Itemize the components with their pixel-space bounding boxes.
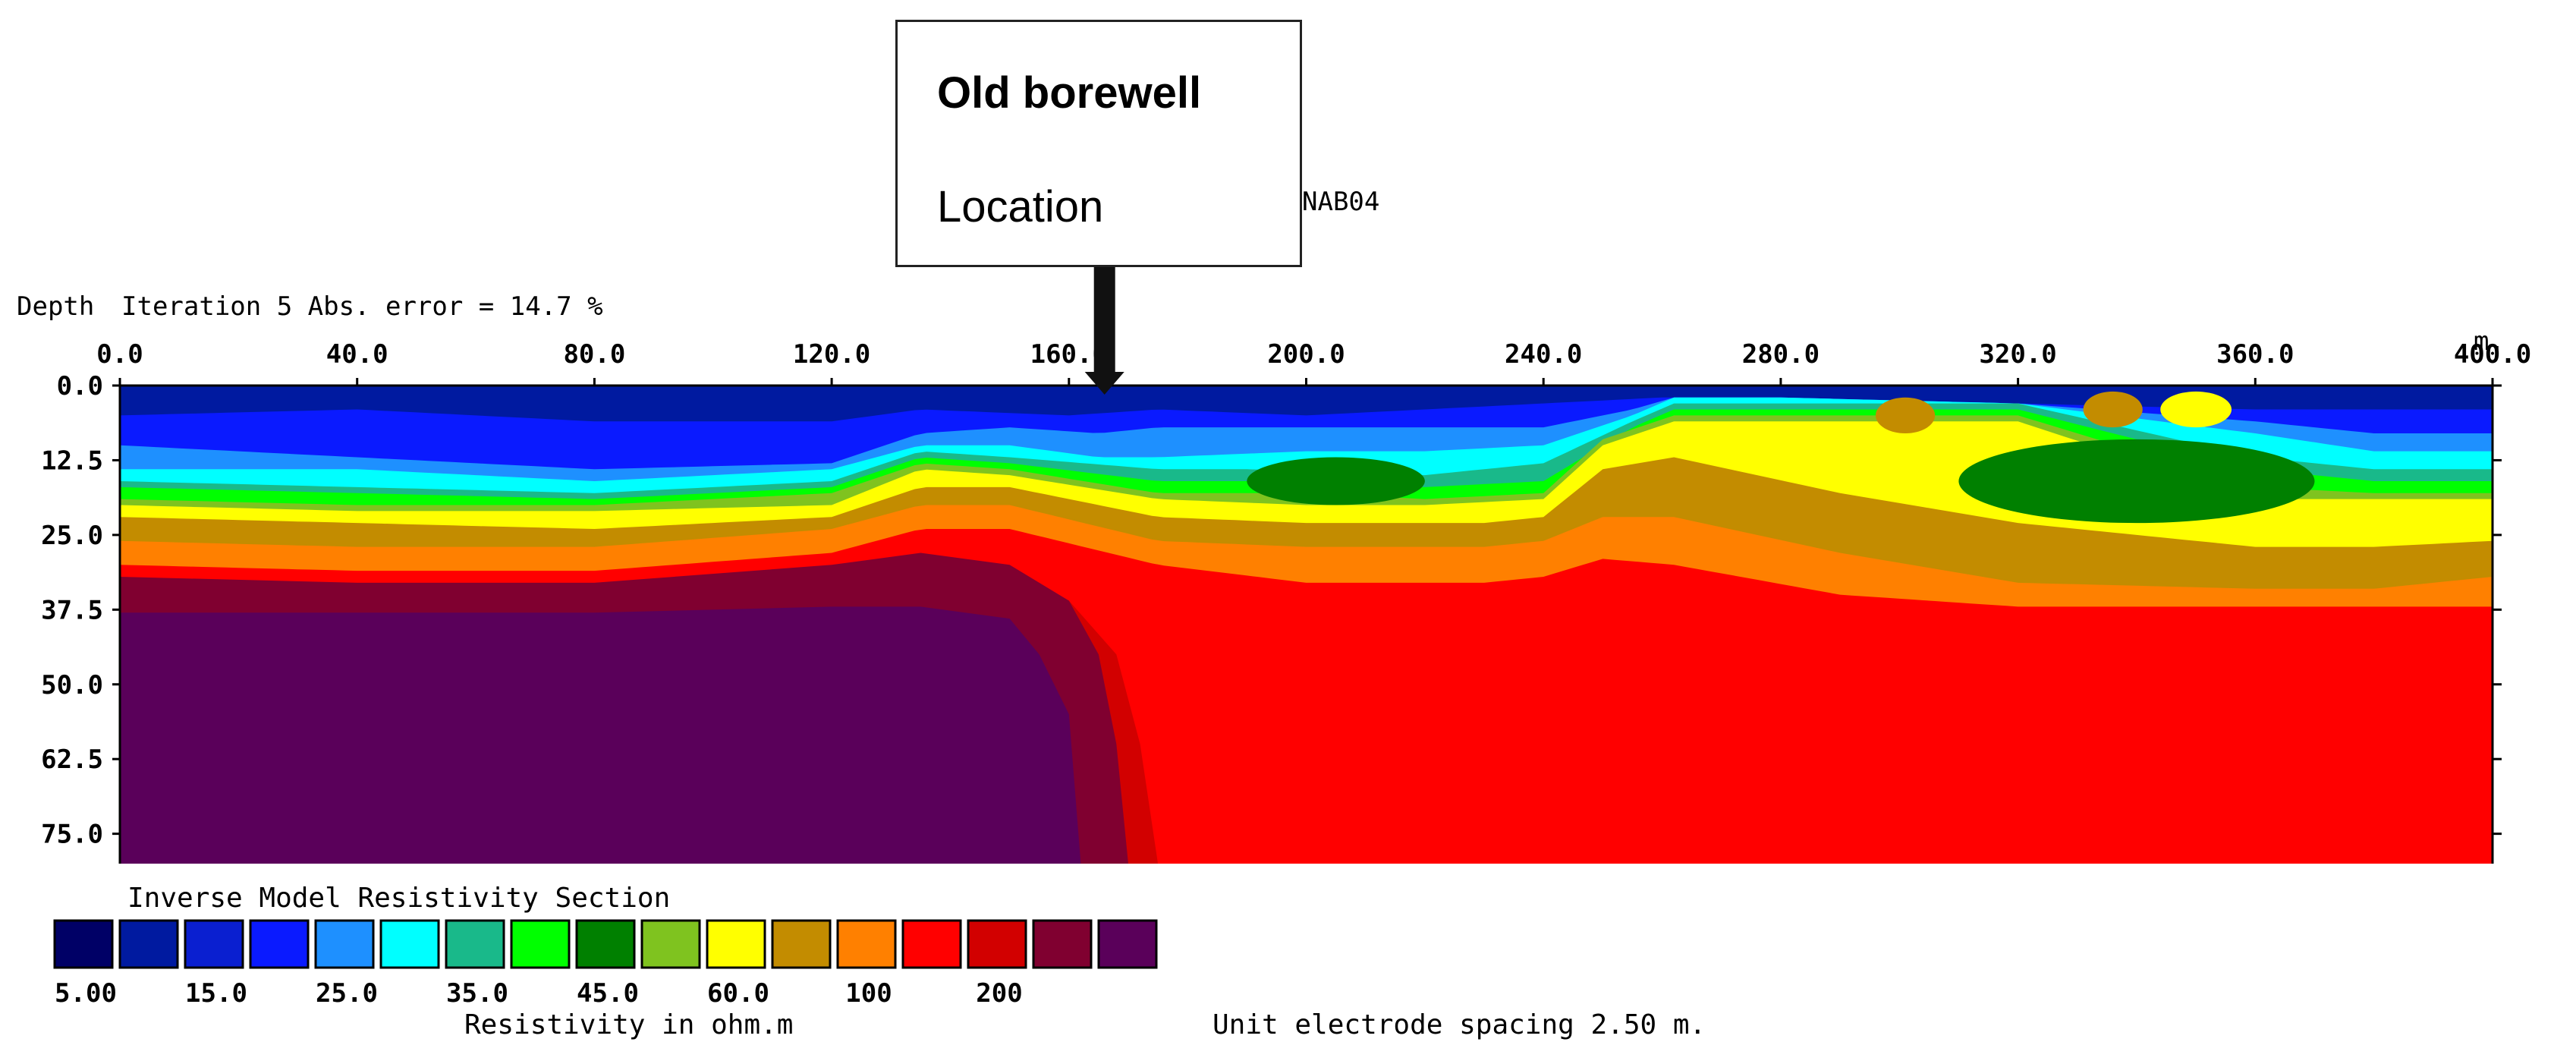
callout-subtitle: Location	[937, 182, 1104, 231]
y-tick-label: 12.5	[41, 445, 103, 476]
depth-label: Depth	[17, 291, 95, 322]
color-legend: 5.00 15.0 25.0 35.0 45.0 60.0 100 200	[53, 919, 1158, 1009]
deep-purple-zone	[120, 606, 1081, 864]
resistivity-axis-label: Resistivity in ohm.m	[464, 1009, 794, 1040]
arrow-head	[1084, 372, 1124, 395]
legend-swatch-15	[967, 919, 1027, 969]
legend-swatch-10	[640, 919, 701, 969]
legend-label: 60.0	[707, 978, 769, 1009]
anomaly-3	[2160, 391, 2232, 428]
borewell-callout: Old borewell Location	[895, 20, 1302, 267]
x-unit-label: m.	[2474, 326, 2505, 357]
x-tick-label: 0.0	[96, 339, 143, 370]
resistivity-plot-area	[120, 386, 2493, 864]
legend-label: 45.0	[577, 978, 639, 1009]
legend-swatch-6	[379, 919, 440, 969]
x-tick-label: 120.0	[793, 339, 870, 370]
x-tick-label: 320.0	[1979, 339, 2056, 370]
anomaly-1	[1875, 397, 1936, 433]
legend-swatch-17	[1097, 919, 1158, 969]
y-tick-label: 0.0	[57, 371, 103, 401]
x-tick-label: 200.0	[1267, 339, 1345, 370]
x-tick-label: 400.0	[2454, 339, 2531, 370]
anomaly-2	[2083, 391, 2143, 428]
legend-swatch-1	[53, 919, 114, 969]
y-tick-label: 37.5	[41, 595, 103, 625]
iteration-text: Iteration 5 Abs. error = 14.7 %	[121, 291, 603, 322]
legend-swatch-8	[510, 919, 571, 969]
x-tick-label: 40.0	[326, 339, 388, 370]
legend-swatch-9	[575, 919, 636, 969]
y-tick-label: 25.0	[41, 521, 103, 551]
x-tick-label: 360.0	[2216, 339, 2294, 370]
callout-title: Old borewell	[937, 68, 1202, 118]
profile-name: NAB04	[1302, 187, 1380, 217]
electrode-spacing-label: Unit electrode spacing 2.50 m.	[1213, 1009, 1706, 1040]
legend-label: 200	[976, 978, 1022, 1009]
x-tick-label: 80.0	[563, 339, 625, 370]
y-tick-label: 75.0	[41, 820, 103, 850]
plot-axes: 0.0 40.0 80.0 120.0 160.0 200.0 240.0 280.0 320.…	[41, 339, 2531, 864]
section-title: Inverse Model Resistivity Section	[127, 883, 671, 914]
legend-label: 25.0	[316, 978, 378, 1009]
legend-swatch-16	[1032, 919, 1093, 969]
legend-label: 100	[845, 978, 892, 1009]
legend-swatch-14	[901, 919, 962, 969]
legend-label: 35.0	[446, 978, 508, 1009]
x-tick-label: 280.0	[1742, 339, 1820, 370]
legend-swatch-13	[836, 919, 897, 969]
anomaly-5	[1247, 457, 1425, 505]
legend-swatch-2	[118, 919, 179, 969]
y-tick-label: 50.0	[41, 670, 103, 700]
y-tick-label: 62.5	[41, 744, 103, 775]
legend-swatch-7	[445, 919, 505, 969]
legend-swatch-12	[771, 919, 832, 969]
x-tick-label: 240.0	[1505, 339, 1582, 370]
borewell-arrow-icon	[1084, 267, 1124, 395]
legend-swatch-3	[184, 919, 244, 969]
legend-label: 15.0	[185, 978, 247, 1009]
arrow-shaft	[1093, 267, 1115, 373]
legend-swatch-11	[706, 919, 766, 969]
legend-swatch-4	[249, 919, 310, 969]
anomaly-4	[1958, 439, 2315, 524]
legend-swatch-5	[314, 919, 375, 969]
legend-label: 5.00	[55, 978, 117, 1009]
